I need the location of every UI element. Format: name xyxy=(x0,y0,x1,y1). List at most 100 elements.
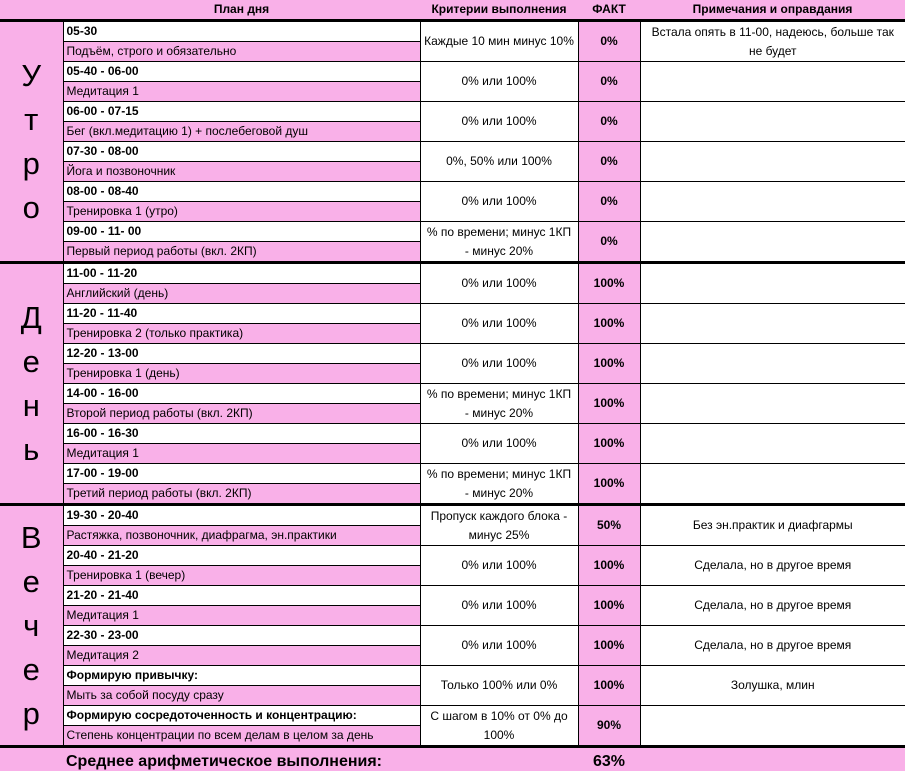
fact-cell[interactable]: 0% xyxy=(577,101,641,142)
task-cell[interactable]: Медитация 1 xyxy=(62,81,421,102)
note-cell[interactable]: Сделала, но в другое время xyxy=(639,545,905,586)
criteria-cell[interactable]: С шагом в 10% от 0% до 100% xyxy=(419,705,579,747)
criteria-cell[interactable]: 0% или 100% xyxy=(419,181,579,222)
note-cell[interactable] xyxy=(639,463,905,505)
fact-cell[interactable]: 0% xyxy=(577,19,641,62)
task-cell[interactable]: Второй период работы (вкл. 2КП) xyxy=(62,403,421,424)
plan-row: 06-00 - 07-15 0% или 100% 0% xyxy=(0,101,905,142)
fact-cell[interactable]: 100% xyxy=(577,343,641,384)
criteria-cell[interactable]: % по времени; минус 1КП - минус 20% xyxy=(419,383,579,424)
time-cell[interactable]: Формирую сосредоточенность и концентраци… xyxy=(62,705,421,726)
criteria-cell[interactable]: 0% или 100% xyxy=(419,423,579,464)
criteria-cell[interactable]: Только 100% или 0% xyxy=(419,665,579,706)
time-cell[interactable]: 05-30 xyxy=(62,19,421,42)
note-cell[interactable]: Золушка, млин xyxy=(639,665,905,706)
time-cell[interactable]: 21-20 - 21-40 xyxy=(62,585,421,606)
fact-cell[interactable]: 0% xyxy=(577,141,641,182)
criteria-cell[interactable]: Каждые 10 мин минус 10% xyxy=(419,19,579,62)
task-cell[interactable]: Растяжка, позвоночник, диафрагма, эн.пра… xyxy=(62,525,421,546)
note-cell[interactable] xyxy=(639,181,905,222)
criteria-cell[interactable]: % по времени; минус 1КП - минус 20% xyxy=(419,463,579,505)
fact-cell[interactable]: 0% xyxy=(577,61,641,102)
note-cell[interactable]: Сделала, но в другое время xyxy=(639,625,905,666)
fact-cell[interactable]: 100% xyxy=(577,463,641,505)
time-cell[interactable]: 17-00 - 19-00 xyxy=(62,463,421,484)
note-cell[interactable] xyxy=(639,101,905,142)
task-cell[interactable]: Английский (день) xyxy=(62,283,421,304)
task-cell[interactable]: Бег (вкл.медитацию 1) + послебеговой душ xyxy=(62,121,421,142)
criteria-cell[interactable]: % по времени; минус 1КП - минус 20% xyxy=(419,221,579,263)
time-cell[interactable]: 06-00 - 07-15 xyxy=(62,101,421,122)
time-cell[interactable]: 14-00 - 16-00 xyxy=(62,383,421,404)
criteria-cell[interactable]: 0% или 100% xyxy=(419,545,579,586)
task-cell[interactable]: Третий период работы (вкл. 2КП) xyxy=(62,483,421,505)
task-cell[interactable]: Йога и позвоночник xyxy=(62,161,421,182)
criteria-cell[interactable]: 0% или 100% xyxy=(419,585,579,626)
task-cell[interactable]: Подъём, строго и обязательно xyxy=(62,41,421,62)
note-cell[interactable]: Сделала, но в другое время xyxy=(639,585,905,626)
fact-cell[interactable]: 100% xyxy=(577,665,641,706)
task-cell[interactable]: Первый период работы (вкл. 2КП) xyxy=(62,241,421,263)
time-cell[interactable]: 16-00 - 16-30 xyxy=(62,423,421,444)
time-cell[interactable]: 11-00 - 11-20 xyxy=(62,261,421,284)
fact-cell[interactable]: 0% xyxy=(577,221,641,263)
note-cell[interactable] xyxy=(639,61,905,102)
fact-cell[interactable]: 100% xyxy=(577,585,641,626)
task-cell[interactable]: Степень концентрации по всем делам в цел… xyxy=(62,725,421,747)
note-cell[interactable] xyxy=(639,141,905,182)
fact-cell[interactable]: 90% xyxy=(577,705,641,747)
task-cell[interactable]: Мыть за собой посуду сразу xyxy=(62,685,421,706)
criteria-cell[interactable]: Пропуск каждого блока - минус 25% xyxy=(419,503,579,546)
task-cell[interactable]: Медитация 1 xyxy=(62,605,421,626)
fact-cell[interactable]: 50% xyxy=(577,503,641,546)
fact-cell[interactable]: 100% xyxy=(577,303,641,344)
note-cell[interactable]: Без эн.практик и диафгармы xyxy=(639,503,905,546)
note-cell[interactable] xyxy=(639,303,905,344)
task-cell[interactable]: Медитация 2 xyxy=(62,645,421,666)
time-cell[interactable]: 09-00 - 11- 00 xyxy=(62,221,421,242)
fact-cell[interactable]: 0% xyxy=(577,181,641,222)
note-cell[interactable] xyxy=(639,383,905,424)
fact-cell[interactable]: 100% xyxy=(577,261,641,304)
plan-row-task: Английский (день) xyxy=(0,283,905,304)
task-cell[interactable]: Медитация 1 xyxy=(62,443,421,464)
time-cell[interactable]: 08-00 - 08-40 xyxy=(62,181,421,202)
task-cell[interactable]: Тренировка 1 (день) xyxy=(62,363,421,384)
note-cell[interactable] xyxy=(639,221,905,263)
note-cell[interactable] xyxy=(639,423,905,464)
average-value: 63% xyxy=(578,745,640,771)
criteria-cell[interactable]: 0% или 100% xyxy=(419,625,579,666)
criteria-cell[interactable]: 0% или 100% xyxy=(419,343,579,384)
time-cell[interactable]: 12-20 - 13-00 xyxy=(62,343,421,364)
time-cell[interactable]: 11-20 - 11-40 xyxy=(62,303,421,324)
criteria-cell[interactable]: 0% или 100% xyxy=(419,101,579,142)
task-cell[interactable]: Тренировка 1 (утро) xyxy=(62,201,421,222)
fact-cell[interactable]: 100% xyxy=(577,545,641,586)
plan-row: 08-00 - 08-40 0% или 100% 0% xyxy=(0,181,905,222)
criteria-cell[interactable]: 0% или 100% xyxy=(419,303,579,344)
plan-row-task: Растяжка, позвоночник, диафрагма, эн.пра… xyxy=(0,525,905,546)
criteria-cell[interactable]: 0% или 100% xyxy=(419,261,579,304)
fact-cell[interactable]: 100% xyxy=(577,383,641,424)
time-cell[interactable]: 07-30 - 08-00 xyxy=(62,141,421,162)
time-cell[interactable]: 22-30 - 23-00 xyxy=(62,625,421,646)
time-cell[interactable]: 20-40 - 21-20 xyxy=(62,545,421,566)
fact-cell[interactable]: 100% xyxy=(577,423,641,464)
task-cell[interactable]: Тренировка 2 (только практика) xyxy=(62,323,421,344)
note-cell[interactable]: Встала опять в 11-00, надеюсь, больше та… xyxy=(639,19,905,62)
plan-row: 20-40 - 21-20 0% или 100% 100% Сделала, но … xyxy=(0,545,905,586)
time-cell[interactable]: Формирую привычку: xyxy=(62,665,421,686)
note-cell[interactable] xyxy=(639,343,905,384)
criteria-cell[interactable]: 0%, 50% или 100% xyxy=(419,141,579,182)
time-cell[interactable]: 05-40 - 06-00 xyxy=(62,61,421,82)
note-cell[interactable] xyxy=(639,705,905,747)
task-cell[interactable]: Тренировка 1 (вечер) xyxy=(62,565,421,586)
time-cell[interactable]: 19-30 - 20-40 xyxy=(62,503,421,526)
plan-row: Формирую привычку: Только 100% или 0% 100%… xyxy=(0,665,905,706)
criteria-cell[interactable]: 0% или 100% xyxy=(419,61,579,102)
note-cell[interactable] xyxy=(639,261,905,304)
fact-cell[interactable]: 100% xyxy=(577,625,641,666)
